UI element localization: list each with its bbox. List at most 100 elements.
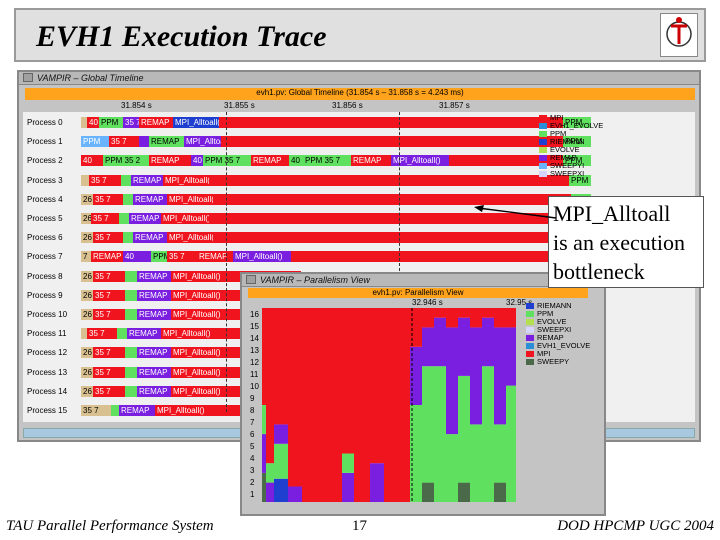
- timeline-segment[interactable]: [81, 328, 87, 340]
- timeline-segment[interactable]: PPM: [81, 136, 109, 148]
- timeline-segment[interactable]: REMAP: [133, 232, 167, 244]
- timeline-segment[interactable]: 26: [81, 270, 93, 282]
- timeline-segment[interactable]: [123, 232, 133, 244]
- timeline-segment[interactable]: 35 7: [93, 347, 125, 359]
- timeline-segment[interactable]: REMAP: [133, 193, 167, 205]
- timeline-segment[interactable]: 35 7: [89, 174, 121, 186]
- timeline-segment[interactable]: [81, 117, 87, 128]
- timeline-segment[interactable]: [213, 232, 565, 244]
- timeline-segment[interactable]: MPI_Alltoall(): [391, 155, 449, 167]
- timeline-segment[interactable]: [139, 136, 149, 148]
- timeline-segment[interactable]: [449, 155, 563, 167]
- timeline-segment[interactable]: [119, 213, 129, 224]
- timeline-segment[interactable]: REMAP: [137, 309, 171, 320]
- timeline-segment[interactable]: 35 7: [93, 193, 123, 205]
- timeline-segment[interactable]: [209, 174, 569, 186]
- timeline-segment[interactable]: [221, 136, 563, 148]
- timeline-segment[interactable]: 26: [81, 213, 91, 224]
- timeline-segment[interactable]: [125, 309, 137, 320]
- timeline-segment[interactable]: MPI_Alltoall(): [171, 347, 221, 359]
- timeline-segment[interactable]: MPI_Alltoall(): [161, 328, 211, 340]
- timeline-segment[interactable]: REMAP: [137, 347, 171, 359]
- timeline-segment[interactable]: PPM: [151, 251, 167, 263]
- timeline-segment[interactable]: 35 7: [87, 328, 117, 340]
- timeline-segment[interactable]: 26: [81, 385, 93, 397]
- timeline-segment[interactable]: MPI_Alltoall(): [167, 232, 213, 244]
- timeline-segment[interactable]: [209, 213, 567, 224]
- timeline-segment[interactable]: REMAP: [137, 366, 171, 378]
- timeline-segment[interactable]: [81, 174, 89, 186]
- timeline-segment[interactable]: MPI_Alltoall(): [171, 309, 221, 320]
- timeline-segment[interactable]: PPM: [563, 117, 591, 128]
- timeline-segment[interactable]: 35 7: [93, 309, 125, 320]
- parallelism-chart[interactable]: [262, 308, 516, 502]
- timeline-segment[interactable]: REMAP: [137, 289, 171, 301]
- timeline-segment[interactable]: 35 7: [123, 117, 139, 128]
- timeline-segment[interactable]: 35 7: [93, 232, 123, 244]
- timeline-segment[interactable]: 35 7: [81, 405, 111, 416]
- timeline-segment[interactable]: 35 7: [93, 385, 125, 397]
- timeline-segment[interactable]: REMAP: [149, 155, 191, 167]
- timeline-segment[interactable]: REMAP: [131, 174, 163, 186]
- timeline-segment[interactable]: 40: [191, 155, 203, 167]
- timeline-segment[interactable]: [111, 405, 119, 416]
- timeline-segment[interactable]: [121, 174, 131, 186]
- timeline-segment[interactable]: REMAP: [129, 213, 161, 224]
- timeline-segment[interactable]: 26: [81, 309, 93, 320]
- timeline-segment[interactable]: MPI_Alltoall(): [173, 117, 219, 128]
- timeline-segment[interactable]: [213, 193, 571, 205]
- timeline-segment[interactable]: REMAP: [197, 251, 233, 263]
- timeline-segment[interactable]: MPI_Alltoall(): [233, 251, 291, 263]
- timeline-segment[interactable]: MPI_Alltoall(): [184, 136, 221, 148]
- timeline-segment[interactable]: REMAP: [139, 117, 173, 128]
- timeline-segment[interactable]: PPM 35 7: [303, 155, 351, 167]
- timeline-segment[interactable]: 40: [289, 155, 303, 167]
- timeline-segment[interactable]: PPM 35 7: [203, 155, 251, 167]
- timeline-segment[interactable]: [125, 366, 137, 378]
- timeline-segment[interactable]: REMAP: [351, 155, 391, 167]
- timeline-segment[interactable]: 26: [81, 232, 93, 244]
- timeline-segment[interactable]: 35 7: [93, 366, 125, 378]
- timeline-segment[interactable]: REMAP: [91, 251, 123, 263]
- timeline-segment[interactable]: [291, 251, 571, 263]
- timeline-segment[interactable]: 26: [81, 366, 93, 378]
- timeline-segment[interactable]: MPI_Alltoall(): [171, 289, 221, 301]
- timeline-segment[interactable]: MPI_Alltoall(): [161, 213, 209, 224]
- timeline-segment[interactable]: REMAP: [137, 385, 171, 397]
- timeline-segment[interactable]: 40: [87, 117, 99, 128]
- timeline-segment[interactable]: [123, 193, 133, 205]
- timeline-segment[interactable]: [125, 347, 137, 359]
- window-menu-icon[interactable]: [246, 275, 256, 284]
- timeline-segment[interactable]: [219, 117, 563, 128]
- timeline-segment[interactable]: 40: [81, 155, 103, 167]
- timeline-segment[interactable]: PPM: [99, 117, 123, 128]
- timeline-segment[interactable]: REMAP: [119, 405, 155, 416]
- window-menu-icon[interactable]: [23, 73, 33, 82]
- timeline-segment[interactable]: MPI_Alltoall(): [171, 366, 221, 378]
- timeline-segment[interactable]: PPM 35 2: [103, 155, 149, 167]
- timeline-segment[interactable]: 7: [81, 251, 91, 263]
- timeline-segment[interactable]: 40: [123, 251, 151, 263]
- timeline-titlebar[interactable]: VAMPIR – Global Timeline: [19, 72, 699, 85]
- timeline-segment[interactable]: PPM: [563, 155, 591, 167]
- timeline-segment[interactable]: PPM: [569, 174, 591, 186]
- timeline-segment[interactable]: REMAP: [251, 155, 289, 167]
- timeline-segment[interactable]: MPI_Alltoall(): [167, 193, 213, 205]
- timeline-segment[interactable]: 35 7: [93, 270, 125, 282]
- timeline-segment[interactable]: [125, 270, 137, 282]
- timeline-segment[interactable]: REMAP: [149, 136, 184, 148]
- timeline-segment[interactable]: [125, 385, 137, 397]
- timeline-segment[interactable]: MPI_Alltoall(): [163, 174, 209, 186]
- timeline-segment[interactable]: 26: [81, 193, 93, 205]
- timeline-segment[interactable]: 35 7: [109, 136, 139, 148]
- timeline-segment[interactable]: 35 7: [167, 251, 197, 263]
- timeline-segment[interactable]: 35 7: [93, 289, 125, 301]
- parallelism-view-window[interactable]: VAMPIR – Parallelism View evh1.pv: Paral…: [240, 272, 606, 516]
- timeline-segment[interactable]: 26: [81, 289, 93, 301]
- timeline-segment[interactable]: [117, 328, 127, 340]
- timeline-segment[interactable]: 35 7: [91, 213, 119, 224]
- timeline-segment[interactable]: MPI_Alltoall(): [155, 405, 205, 416]
- timeline-segment[interactable]: MPI_Alltoall(): [171, 385, 221, 397]
- timeline-segment[interactable]: REMAP: [127, 328, 161, 340]
- timeline-segment[interactable]: 26: [81, 347, 93, 359]
